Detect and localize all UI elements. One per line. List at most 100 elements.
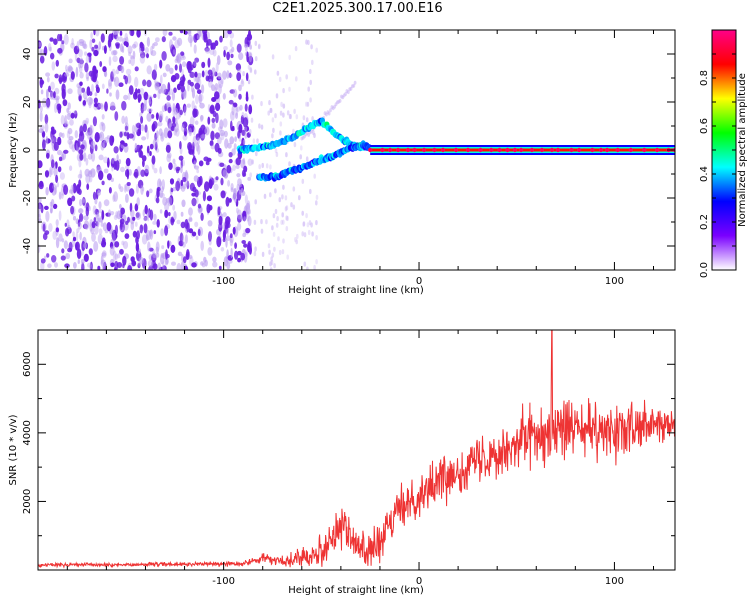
noise-dot bbox=[79, 57, 84, 69]
noise-dot bbox=[301, 178, 305, 184]
noise-dot bbox=[285, 215, 288, 221]
noise-dot bbox=[250, 117, 254, 123]
noise-dot bbox=[172, 204, 176, 211]
noise-dot bbox=[54, 73, 59, 79]
noise-dot bbox=[215, 112, 219, 124]
noise-dot bbox=[87, 132, 93, 141]
spectrogram-image bbox=[38, 30, 675, 270]
noise-dot bbox=[38, 197, 42, 204]
noise-dot bbox=[121, 45, 125, 54]
noise-dot bbox=[55, 59, 59, 67]
noise-dot bbox=[311, 116, 314, 122]
carrier-peak bbox=[405, 147, 411, 153]
noise-dot bbox=[165, 64, 171, 72]
noise-dot bbox=[229, 136, 235, 145]
noise-dot bbox=[279, 130, 282, 136]
noise-dot bbox=[293, 142, 297, 148]
noise-dot bbox=[111, 50, 117, 56]
noise-dot bbox=[78, 159, 82, 168]
noise-dot bbox=[103, 199, 110, 207]
noise-dot bbox=[242, 210, 247, 219]
noise-dot bbox=[151, 155, 156, 165]
noise-dot bbox=[140, 144, 143, 149]
noise-dot bbox=[286, 254, 290, 260]
noise-dot bbox=[279, 110, 283, 116]
noise-dot bbox=[39, 48, 43, 57]
noise-dot bbox=[263, 193, 267, 199]
noise-dot bbox=[254, 69, 257, 75]
noise-dot bbox=[281, 194, 284, 200]
noise-dot bbox=[258, 164, 262, 170]
noise-dot bbox=[275, 93, 279, 99]
noise-dot bbox=[209, 49, 215, 56]
noise-dot bbox=[138, 97, 141, 103]
noise-dot bbox=[215, 62, 219, 73]
carrier-peak bbox=[628, 147, 633, 153]
noise-dot bbox=[152, 138, 157, 150]
noise-dot bbox=[118, 36, 123, 42]
bottom-x-axis-label: Height of straight line (km) bbox=[288, 585, 424, 596]
noise-dot bbox=[128, 51, 132, 57]
noise-dot bbox=[222, 169, 228, 178]
noise-dot bbox=[75, 242, 78, 251]
noise-dot bbox=[237, 257, 242, 263]
noise-dot bbox=[156, 219, 160, 228]
noise-dot bbox=[132, 43, 137, 49]
carrier-peak bbox=[615, 147, 620, 153]
noise-dot bbox=[295, 114, 299, 120]
noise-dot bbox=[58, 191, 62, 200]
noise-dot bbox=[75, 231, 79, 242]
noise-dot bbox=[251, 94, 254, 100]
noise-dot bbox=[126, 132, 130, 140]
noise-dot bbox=[91, 84, 94, 93]
noise-dot bbox=[180, 51, 185, 56]
noise-dot bbox=[271, 54, 275, 60]
noise-dot bbox=[147, 108, 153, 113]
noise-dot bbox=[240, 252, 246, 261]
noise-dot bbox=[211, 117, 216, 123]
noise-dot bbox=[181, 199, 186, 208]
noise-dot bbox=[62, 99, 68, 107]
noise-dot bbox=[245, 227, 251, 234]
noise-dot bbox=[194, 189, 199, 198]
carrier-peak bbox=[453, 147, 459, 153]
noise-dot bbox=[211, 67, 216, 77]
noise-dot bbox=[172, 186, 177, 192]
noise-dot bbox=[57, 149, 63, 156]
noise-dot bbox=[223, 130, 228, 138]
noise-dot bbox=[249, 66, 253, 73]
noise-dot bbox=[285, 205, 289, 211]
top-x-axis-label: Height of straight line (km) bbox=[288, 285, 424, 296]
noise-dot bbox=[182, 121, 188, 129]
noise-dot bbox=[64, 115, 67, 126]
noise-dot bbox=[239, 189, 242, 195]
noise-dot bbox=[115, 89, 120, 100]
noise-dot bbox=[161, 186, 165, 193]
noise-dot bbox=[176, 83, 181, 91]
noise-dot bbox=[120, 65, 125, 74]
carrier-peak bbox=[529, 147, 535, 153]
noise-dot bbox=[222, 93, 226, 100]
noise-dot bbox=[146, 129, 149, 140]
noise-dot bbox=[168, 31, 173, 36]
noise-dot bbox=[155, 112, 159, 121]
noise-dot bbox=[130, 30, 134, 37]
noise-dot bbox=[311, 59, 314, 65]
noise-dot bbox=[68, 241, 73, 252]
noise-dot bbox=[274, 188, 277, 194]
noise-dot bbox=[198, 160, 204, 167]
noise-dot bbox=[282, 88, 285, 94]
noise-dot bbox=[98, 154, 104, 161]
noise-dot bbox=[188, 207, 193, 216]
noise-dot bbox=[119, 30, 123, 36]
noise-dot bbox=[69, 189, 73, 194]
noise-dot bbox=[247, 176, 252, 181]
noise-dot bbox=[156, 188, 160, 199]
noise-dot bbox=[49, 167, 52, 178]
bottom-xtick-label: -100 bbox=[212, 576, 235, 587]
noise-dot bbox=[58, 210, 62, 221]
noise-dot bbox=[196, 34, 201, 40]
noise-dot bbox=[136, 122, 142, 129]
noise-dot bbox=[144, 47, 149, 54]
colorbar-ticks bbox=[712, 29, 736, 271]
